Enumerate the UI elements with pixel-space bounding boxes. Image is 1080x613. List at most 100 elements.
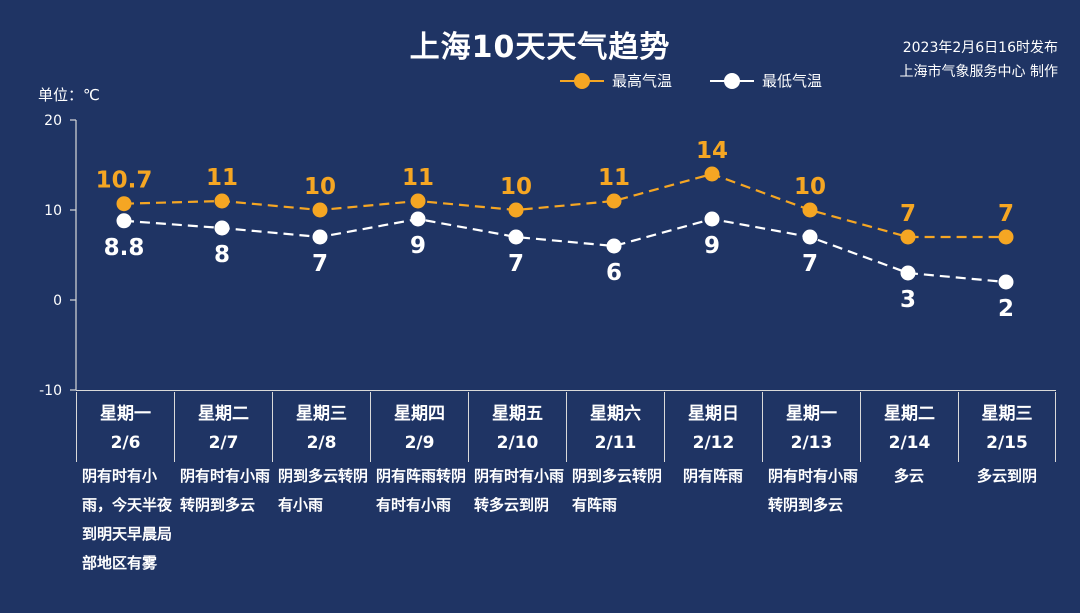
low-temp-label: 3 — [900, 287, 916, 313]
day-cell: 星期五 2/10 — [468, 392, 566, 462]
publish-date: 2023年2月6日16时发布 — [902, 40, 1058, 56]
date-label: 2/7 — [208, 433, 239, 453]
high-temp-label: 10 — [500, 174, 532, 200]
high-temp-point — [998, 229, 1014, 245]
low-temp-point — [116, 213, 132, 229]
date-label: 2/14 — [888, 433, 931, 453]
weather-description: 多云 — [893, 467, 924, 485]
weather-description: 阴有阵雨 — [682, 467, 743, 485]
low-temp-point — [508, 229, 524, 245]
high-temp-point — [900, 229, 916, 245]
low-temp-label: 6 — [606, 260, 622, 286]
weather-description: 阴有时有小雨转多云到阴 — [474, 467, 565, 514]
legend-item-low: 最低气温 — [710, 70, 822, 91]
legend-item-high: 最高气温 — [560, 70, 672, 91]
low-temp-label: 9 — [704, 233, 720, 259]
low-temp-point — [704, 211, 720, 227]
high-temp-line — [123, 172, 1006, 239]
low-temp-label: 2 — [998, 296, 1014, 322]
legend-label-low: 最低气温 — [762, 72, 823, 90]
high-temp-label: 10 — [794, 174, 826, 200]
low-temp-point — [312, 229, 328, 245]
high-temp-point — [802, 202, 818, 218]
high-temp-label: 11 — [206, 165, 238, 191]
publish-info: 2023年2月6日16时发布 上海市气象服务中心 制作 — [900, 36, 1058, 84]
weather-description: 阴有时有小雨，今天半夜到明天早晨局部地区有雾 — [82, 467, 173, 572]
legend-label-high: 最高气温 — [612, 72, 673, 90]
low-temp-label: 8 — [214, 242, 230, 268]
weather-description: 阴到多云转阴有小雨 — [278, 467, 369, 514]
low-temp-point — [214, 220, 230, 236]
day-cell: 星期日 2/12 — [664, 392, 762, 462]
high-temp-point — [116, 196, 132, 212]
chart-title: 上海10天天气趋势 — [409, 30, 671, 65]
weather-description: 多云到阴 — [976, 467, 1037, 485]
high-temp-point — [312, 202, 328, 218]
high-temp-point — [508, 202, 524, 218]
high-temp-point — [704, 166, 720, 182]
day-cell: 星期一 2/6 — [76, 392, 174, 462]
legend: 最高气温 最低气温 — [0, 70, 1080, 94]
weather-description: 阴有阵雨转阴有时有小雨 — [376, 467, 467, 514]
y-tick-label: -10 — [39, 383, 62, 399]
weather-description: 阴到多云转阴有阵雨 — [572, 467, 663, 514]
low-temp-label: 8.8 — [104, 235, 145, 261]
low-temp-point — [998, 274, 1014, 290]
day-cell: 星期六 2/11 — [566, 392, 664, 462]
day-cell: 星期一 2/13 — [762, 392, 860, 462]
publisher: 上海市气象服务中心 制作 — [899, 64, 1058, 80]
date-label: 2/6 — [110, 433, 141, 453]
low-temp-point — [606, 238, 622, 254]
y-tick-label: 0 — [53, 293, 62, 309]
legend-swatch-low — [710, 71, 754, 91]
high-temp-label: 10 — [304, 174, 336, 200]
weekday-label: 星期二 — [884, 404, 935, 424]
date-label: 2/8 — [306, 433, 337, 453]
weekday-label: 星期一 — [786, 404, 837, 424]
weekday-label: 星期一 — [100, 404, 151, 424]
high-temp-point — [606, 193, 622, 209]
weekday-label: 星期五 — [492, 404, 543, 424]
y-tick-label: 20 — [44, 113, 62, 129]
weather-description: 阴有时有小雨转阴到多云 — [180, 467, 271, 514]
date-label: 2/15 — [986, 433, 1028, 453]
weekday-label: 星期日 — [688, 404, 739, 424]
low-temp-label: 7 — [802, 251, 818, 277]
weather-description: 阴有时有小雨转阴到多云 — [768, 467, 859, 514]
unit-label: 单位：℃ — [38, 86, 100, 104]
high-temp-label: 7 — [900, 201, 916, 227]
day-cell: 星期四 2/9 — [370, 392, 468, 462]
low-temp-label: 9 — [410, 233, 426, 259]
high-temp-label: 10.7 — [96, 168, 153, 194]
low-temp-point — [802, 229, 818, 245]
high-temp-label: 11 — [402, 165, 434, 191]
weekday-label: 星期二 — [198, 404, 249, 424]
date-label: 2/13 — [790, 433, 833, 453]
low-temp-line — [123, 217, 1007, 284]
weekday-label: 星期四 — [394, 404, 445, 424]
weekday-label: 星期三 — [981, 404, 1033, 424]
day-cell: 星期二 2/14 — [860, 392, 958, 462]
high-temp-point — [214, 193, 230, 209]
date-label: 2/12 — [692, 433, 735, 453]
weekday-label: 星期三 — [296, 404, 347, 424]
date-table — [76, 390, 1056, 463]
date-label: 2/9 — [404, 433, 435, 453]
low-temp-point — [410, 211, 426, 227]
high-temp-label: 11 — [598, 165, 630, 191]
day-cell: 星期三 2/8 — [272, 392, 370, 462]
date-label: 2/11 — [594, 433, 637, 453]
date-label: 2/10 — [496, 433, 539, 453]
weekday-label: 星期六 — [590, 404, 641, 424]
low-temp-label: 7 — [312, 251, 328, 277]
day-cell: 星期三 2/15 — [958, 392, 1056, 462]
high-temp-point — [410, 193, 426, 209]
high-temp-label: 7 — [998, 201, 1014, 227]
day-cell: 星期二 2/7 — [174, 392, 272, 462]
legend-swatch-high — [560, 71, 604, 91]
low-temp-point — [900, 265, 916, 281]
y-tick-label: 10 — [44, 203, 62, 219]
high-temp-label: 14 — [696, 138, 728, 164]
low-temp-label: 7 — [508, 251, 524, 277]
